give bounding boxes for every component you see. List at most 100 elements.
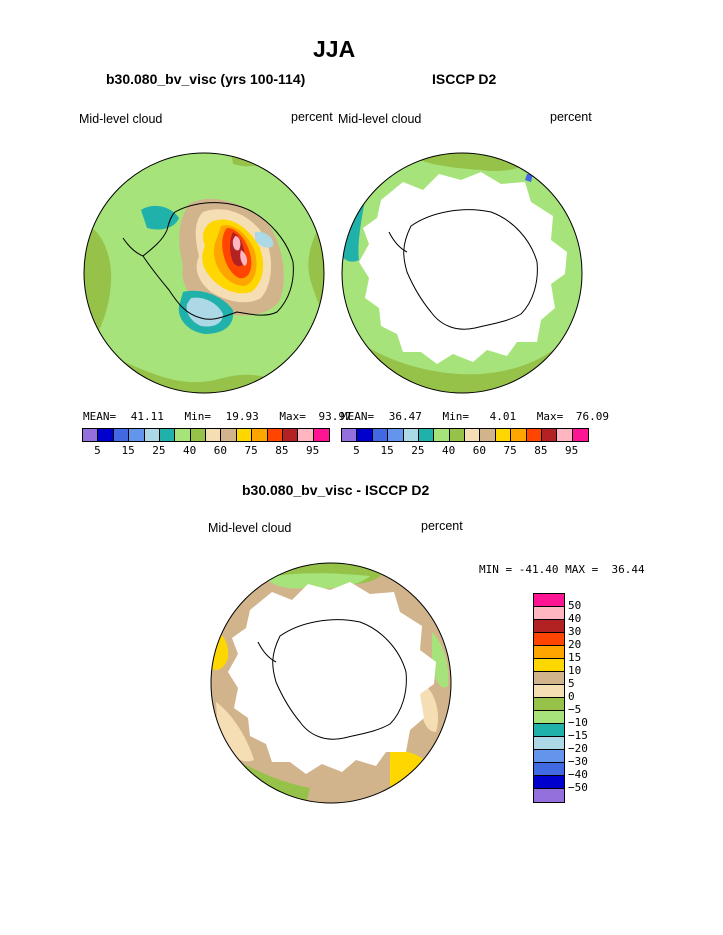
colorbar-box <box>206 429 222 441</box>
model-teal-patch-west <box>141 205 179 230</box>
colorbar-tick-label: 40 <box>183 444 197 457</box>
obs-peninsula-coast <box>388 231 408 253</box>
colorbar-tick-label: 85 <box>275 444 289 457</box>
colorbar-tick-label: −10 <box>568 716 588 729</box>
model-pink-core-2 <box>240 250 248 266</box>
model-colorbar <box>82 428 330 442</box>
obs-mean-value: 36.47 <box>388 410 422 423</box>
colorbar-box <box>534 659 564 672</box>
colorbar-box <box>282 429 299 441</box>
colorbar-box <box>534 737 564 750</box>
colorbar-box <box>403 429 419 441</box>
colorbar-box <box>534 646 564 659</box>
colorbar-box <box>541 429 558 441</box>
obs-left-label: Mid-level cloud <box>338 112 422 126</box>
colorbar-box <box>98 429 114 441</box>
colorbar-box <box>534 711 564 724</box>
model-mean-label: MEAN= <box>83 410 117 423</box>
diff-data-gap <box>228 582 436 774</box>
obs-blue-spot-ne <box>525 174 533 182</box>
colorbar-box <box>159 429 176 441</box>
colorbar-tick-label: −5 <box>568 703 582 716</box>
model-peninsula-coast <box>122 237 144 257</box>
colorbar-box <box>113 429 130 441</box>
colorbar-box <box>534 685 564 698</box>
obs-units-label: percent <box>550 110 592 124</box>
colorbar-box <box>534 594 564 607</box>
colorbar-tick-label: 15 <box>568 651 582 664</box>
obs-data-gap <box>359 172 567 364</box>
colorbar-tick-label: 20 <box>568 638 582 651</box>
colorbar-box <box>144 429 160 441</box>
diff-colorbar <box>533 593 565 803</box>
obs-antarctica-coastline <box>403 209 538 330</box>
page-title: JJA <box>313 36 356 62</box>
colorbar-tick-label: 5 <box>94 444 101 457</box>
model-units-label: percent <box>291 110 333 124</box>
colorbar-box <box>534 750 564 763</box>
model-max-label: Max= <box>279 410 306 423</box>
colorbar-tick-label: 85 <box>534 444 548 457</box>
colorbar-tick-label: 5 <box>353 444 360 457</box>
colorbar-box <box>534 789 564 802</box>
colorbar-box <box>557 429 573 441</box>
colorbar-tick-label: −15 <box>568 729 588 742</box>
colorbar-tick-label: 60 <box>472 444 487 457</box>
colorbar-box <box>534 763 564 776</box>
colorbar-box <box>342 429 358 441</box>
model-min-label: Min= <box>184 410 212 423</box>
colorbar-box <box>526 429 542 441</box>
colorbar-tick-label: −40 <box>568 768 588 781</box>
obs-olive-band-south <box>369 348 553 393</box>
model-max-value: 93.97 <box>318 410 352 423</box>
obs-max-label: Max= <box>536 410 564 423</box>
model-mean-value: 41.11 <box>130 410 164 423</box>
colorbar-tick-label: 5 <box>568 677 575 690</box>
diff-polar-map <box>210 562 452 804</box>
colorbar-tick-label: 60 <box>213 444 228 457</box>
colorbar-box <box>465 429 481 441</box>
diff-wheat-patch-east <box>419 682 439 732</box>
obs-min-label: Min= <box>442 410 470 423</box>
colorbar-box <box>495 429 512 441</box>
colorbar-box <box>388 429 404 441</box>
colorbar-tick-label: 75 <box>503 444 517 457</box>
colorbar-tick-label: 95 <box>306 444 320 457</box>
colorbar-tick-label: 15 <box>121 444 135 457</box>
colorbar-box <box>534 607 564 620</box>
colorbar-box <box>534 724 564 737</box>
colorbar-box <box>534 776 564 789</box>
model-panel-title: b30.080_bv_visc (yrs 100-114) <box>106 71 306 87</box>
diff-units-label: percent <box>421 519 463 533</box>
colorbar-tick-label: 10 <box>568 664 582 677</box>
colorbar-box <box>534 620 564 633</box>
colorbar-box <box>534 672 564 685</box>
colorbar-tick-label: 30 <box>568 625 582 638</box>
colorbar-box <box>221 429 237 441</box>
diff-panel-title: b30.080_bv_visc - ISCCP D2 <box>242 482 430 498</box>
model-olive-patch-north <box>231 153 275 167</box>
diff-wheat-patch-sw <box>216 702 254 762</box>
colorbar-tick-label: 15 <box>380 444 394 457</box>
colorbar-box <box>298 429 314 441</box>
colorbar-box <box>534 698 564 711</box>
obs-mean-label: MEAN= <box>341 410 375 423</box>
model-min-value: 19.93 <box>225 410 259 423</box>
diff-light-green-patch-east <box>432 632 449 688</box>
colorbar-box <box>434 429 450 441</box>
colorbar-box <box>313 429 329 441</box>
colorbar-tick-label: 25 <box>152 444 166 457</box>
colorbar-box <box>418 429 435 441</box>
colorbar-box <box>480 429 496 441</box>
obs-stats: MEAN= 36.47 Min= 4.01 Max= 76.09 <box>341 410 609 423</box>
obs-map-border <box>341 152 583 394</box>
colorbar-tick-label: 75 <box>244 444 258 457</box>
obs-panel-title: ISCCP D2 <box>432 71 497 87</box>
colorbar-box <box>190 429 206 441</box>
colorbar-box <box>83 429 99 441</box>
colorbar-tick-label: −20 <box>568 742 588 755</box>
obs-max-value: 76.09 <box>575 410 609 423</box>
colorbar-box <box>372 429 389 441</box>
colorbar-tick-label: 25 <box>411 444 425 457</box>
obs-colorbar <box>341 428 589 442</box>
